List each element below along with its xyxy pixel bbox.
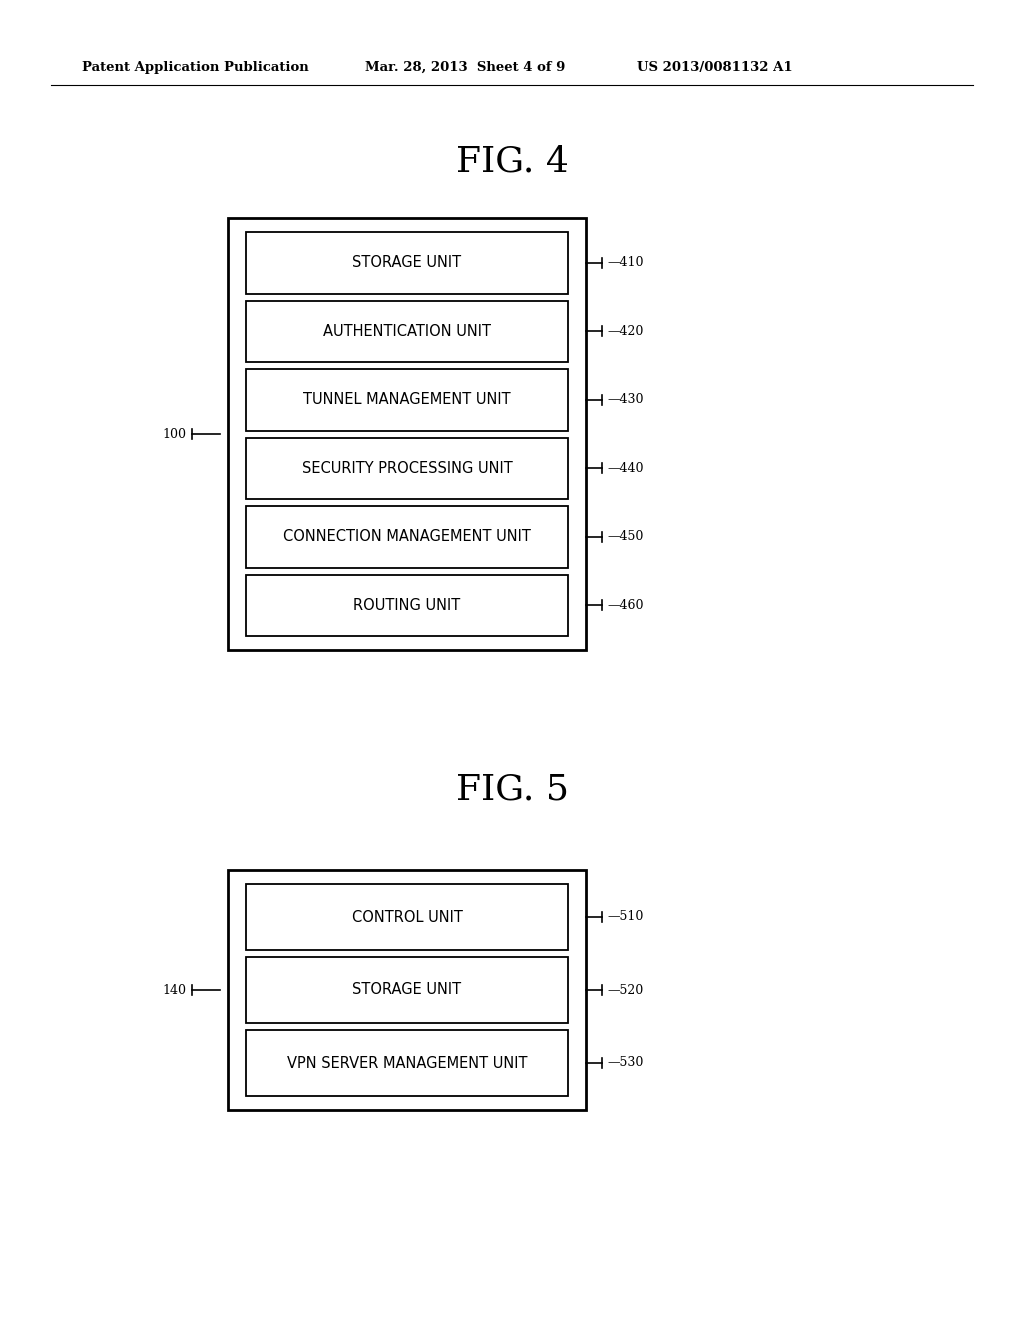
Text: —430: —430: [607, 393, 643, 407]
Bar: [246, 370, 568, 430]
Text: —420: —420: [607, 325, 643, 338]
Bar: [228, 218, 586, 649]
Text: —530: —530: [607, 1056, 643, 1069]
Text: Mar. 28, 2013  Sheet 4 of 9: Mar. 28, 2013 Sheet 4 of 9: [365, 61, 565, 74]
Text: 140: 140: [162, 983, 186, 997]
Bar: [246, 506, 568, 568]
Bar: [246, 437, 568, 499]
Text: CONNECTION MANAGEMENT UNIT: CONNECTION MANAGEMENT UNIT: [283, 529, 530, 544]
Text: FIG. 5: FIG. 5: [456, 774, 568, 807]
Bar: [246, 232, 568, 293]
Text: FIG. 4: FIG. 4: [456, 145, 568, 180]
Text: STORAGE UNIT: STORAGE UNIT: [352, 982, 462, 998]
Bar: [246, 884, 568, 950]
Bar: [246, 574, 568, 636]
Bar: [246, 301, 568, 362]
Text: —440: —440: [607, 462, 643, 475]
Text: Patent Application Publication: Patent Application Publication: [82, 61, 309, 74]
Text: —450: —450: [607, 531, 643, 544]
Bar: [228, 870, 586, 1110]
Text: STORAGE UNIT: STORAGE UNIT: [352, 255, 462, 271]
Text: —510: —510: [607, 911, 643, 924]
Text: —460: —460: [607, 599, 643, 611]
Text: TUNNEL MANAGEMENT UNIT: TUNNEL MANAGEMENT UNIT: [303, 392, 511, 408]
Text: US 2013/0081132 A1: US 2013/0081132 A1: [637, 61, 793, 74]
Text: SECURITY PROCESSING UNIT: SECURITY PROCESSING UNIT: [302, 461, 512, 475]
Text: —520: —520: [607, 983, 643, 997]
Text: 100: 100: [162, 428, 186, 441]
Text: ROUTING UNIT: ROUTING UNIT: [353, 598, 461, 612]
Bar: [246, 1030, 568, 1096]
Bar: [246, 957, 568, 1023]
Text: VPN SERVER MANAGEMENT UNIT: VPN SERVER MANAGEMENT UNIT: [287, 1056, 527, 1071]
Text: AUTHENTICATION UNIT: AUTHENTICATION UNIT: [323, 323, 490, 339]
Text: CONTROL UNIT: CONTROL UNIT: [351, 909, 463, 924]
Text: —410: —410: [607, 256, 643, 269]
